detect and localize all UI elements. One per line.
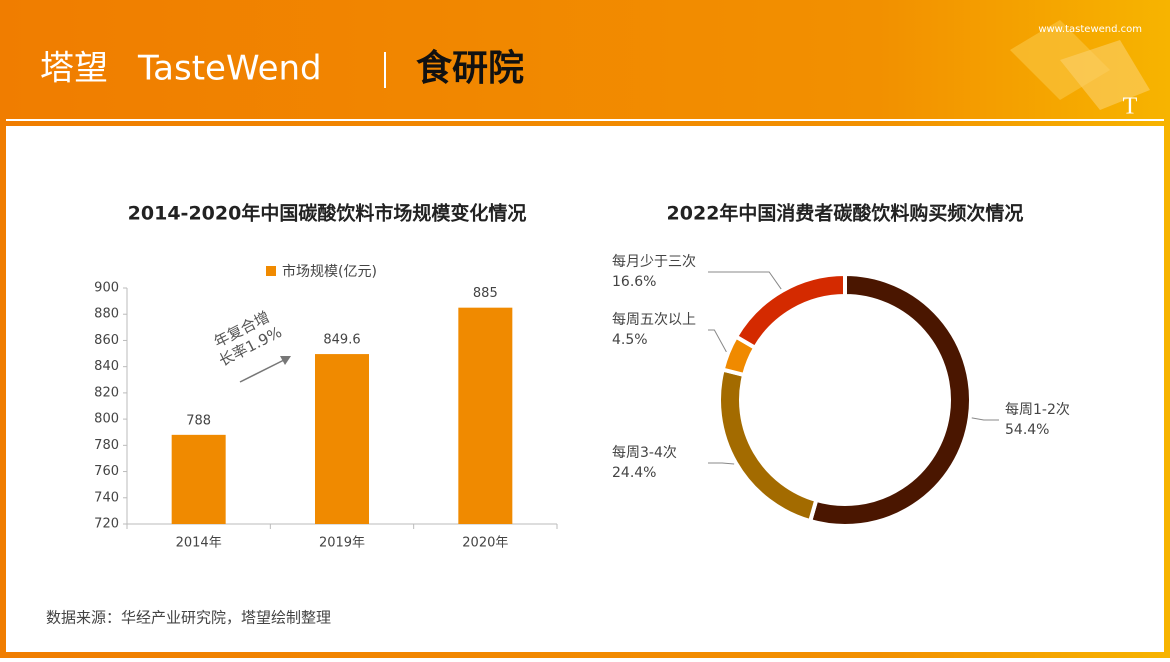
y-tick-label: 880 <box>94 307 119 322</box>
institute: 食研院 <box>416 48 524 89</box>
x-tick-label: 2014年 <box>176 536 222 551</box>
y-tick-label: 820 <box>94 385 119 400</box>
value-label: 54.4% <box>1005 422 1049 438</box>
x-tick-label: 2020年 <box>462 536 508 551</box>
leader-line <box>708 329 727 353</box>
x-tick-label: 2019年 <box>319 536 365 551</box>
value-label: 24.4% <box>612 465 656 481</box>
y-tick-label: 740 <box>94 490 119 505</box>
donut-segment <box>733 271 847 351</box>
category-label: 每周3-4次 <box>612 445 677 461</box>
y-tick-label: 780 <box>94 438 119 453</box>
bar <box>171 434 226 524</box>
bar <box>315 354 369 524</box>
brand-cn: 塔望 <box>40 49 108 89</box>
y-tick-label: 720 <box>94 517 119 532</box>
annotation-arrowhead <box>280 356 291 365</box>
y-tick-label: 800 <box>94 412 119 427</box>
data-label: 849.6 <box>323 333 360 348</box>
logo-decoration <box>1060 40 1150 110</box>
y-tick-label: 840 <box>94 359 119 374</box>
brand-en: TasteWend <box>137 49 322 89</box>
leader-line <box>971 417 999 421</box>
logo-mark: T <box>1123 94 1138 120</box>
source: 数据来源：华经产业研究院，塔望绘制整理 <box>46 609 331 627</box>
legend-swatch <box>266 266 276 276</box>
bar <box>458 307 513 524</box>
value-label: 4.5% <box>612 332 648 348</box>
data-label: 885 <box>473 286 498 301</box>
annotation-arrow <box>239 359 285 383</box>
bar-title: 2014-2020年中国碳酸饮料市场规模变化情况 <box>128 202 527 225</box>
data-label: 788 <box>186 413 211 428</box>
y-tick-label: 760 <box>94 464 119 479</box>
y-tick-label: 900 <box>94 281 119 296</box>
category-label: 每月少于三次 <box>612 254 696 270</box>
url: www.tastewend.com <box>1038 24 1142 35</box>
value-label: 16.6% <box>612 274 656 290</box>
category-label: 每周1-2次 <box>1005 402 1070 418</box>
donut-segment <box>807 271 973 528</box>
leader-line <box>708 462 735 465</box>
y-tick-label: 860 <box>94 333 119 348</box>
category-label: 每周五次以上 <box>612 312 696 328</box>
legend-label: 市场规模(亿元) <box>282 263 377 280</box>
leader-line <box>708 271 782 290</box>
donut-title: 2022年中国消费者碳酸饮料购买频次情况 <box>667 202 1024 225</box>
